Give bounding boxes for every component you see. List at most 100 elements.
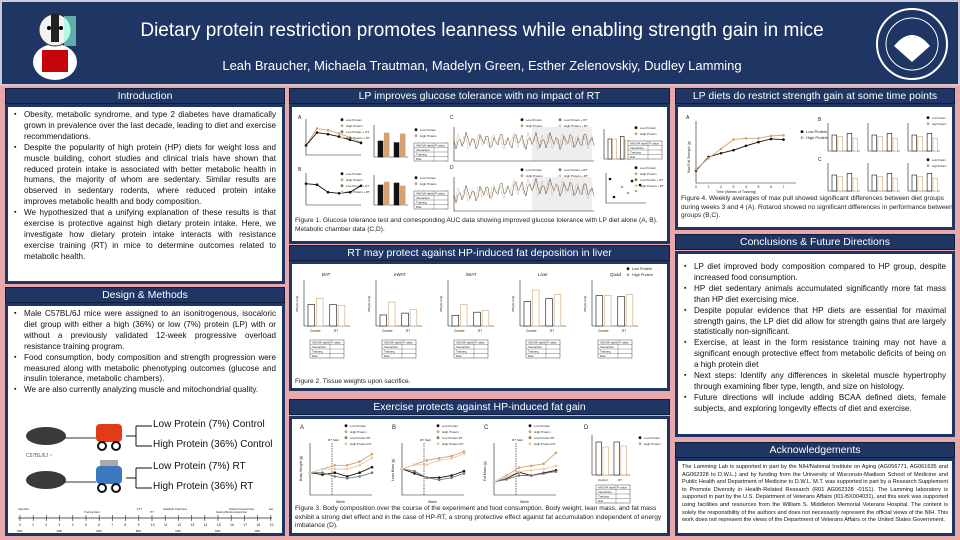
panel-label: D [450,165,454,171]
bar [473,311,481,327]
anova-head: P value [331,341,341,345]
legend-marker [436,430,440,434]
legend-marker [528,436,532,440]
anova-row-label: Interaction [456,345,470,349]
intro-bullet: Obesity, metabolic syndrome, and type 2 … [14,110,276,143]
anova-row-label: ANOVA table [416,144,434,148]
x-axis-label: Time (Weeks of Training) [716,190,756,194]
conclusion-bullet: HP diet sedentary animals accumulated si… [684,284,946,306]
legend-marker [344,430,348,434]
legend-entry: Low Protein [534,424,550,428]
legend-entry: High Protein [420,182,437,186]
dark-phase-shading [532,177,592,211]
timeline-week: 18 [256,523,260,527]
bar [877,176,883,192]
x-tick: RT [334,329,338,333]
bar [617,296,625,327]
figure2-caption: Figure 2. Tissue weights upon sacrifice. [295,378,411,385]
data-point [308,471,312,475]
bar [877,136,883,152]
x-tick: 0 [695,185,697,189]
data-point [326,132,330,136]
bar [337,304,346,327]
introduction-heading: Introduction [5,88,285,104]
bar [620,445,627,476]
rt-start-label: RT Start [512,438,523,442]
bar [401,312,409,327]
legend-marker [634,172,638,176]
anova-row-label: ANOVA table [528,341,546,345]
legend-entry: Low Protein [640,126,656,130]
author-list: Leah Braucher, Michaela Trautman, Madely… [222,58,742,73]
bar [911,174,917,192]
legend-entry: Low Protein [644,436,660,440]
bar [523,301,531,327]
legend-marker [638,436,642,440]
legend-entry: Low Protein [346,118,362,122]
anova-row-label: ANOVA table [456,341,474,345]
bar [926,173,933,192]
data-point [345,476,349,480]
series-line [401,453,465,470]
data-point [542,462,545,466]
anova-row-label: Interaction [528,345,542,349]
axis [309,443,372,496]
group-label: High Protein (36%) RT [153,481,254,492]
series-line [305,183,362,194]
figure4-plots: A 0 1 2 3 4 5 6 7 Time (Weeks of Training) Max Pul… [686,115,947,194]
anova-row-label: Training [600,350,611,354]
scatter-point [612,195,616,199]
legend-marker [626,267,630,271]
data-point [359,184,363,188]
bar [388,301,396,327]
x-tick: 2 [720,185,722,189]
bar [886,173,893,192]
chamber-trace [453,131,595,151]
anova-row-label: Training [528,350,539,354]
methods-bullet: Food consumption, body composition and s… [14,353,276,386]
data-point [744,137,748,140]
group-label: Low Protein (7%) RT [153,461,246,472]
legend-marker [800,130,804,134]
data-point [450,474,453,477]
bar [871,134,877,152]
series-line [493,471,557,483]
legend-entry: High Protein [526,174,543,178]
timeline-event: Rotarod Inverted Grip [229,507,254,511]
mri-marker: MRI [175,529,181,533]
legend-entry: Low Protein [526,168,542,172]
bar [481,310,490,327]
data-point [337,132,341,135]
legend-entry: High Protein [932,164,947,168]
tissue-title: Quad [610,272,622,277]
legend-marker [340,178,344,182]
data-point [732,138,735,141]
data-point [462,452,466,456]
data-point [315,183,319,187]
fig1-heading: LP improves glucose tolerance with no im… [289,88,670,104]
cart-red-icon [96,424,122,442]
timeline-week: 13 [190,523,194,527]
x-tick: Control [454,329,465,333]
strength-series [695,134,784,170]
anova-row-label: Interaction [600,345,614,349]
legend-marker [520,124,524,128]
legend-marker [436,424,440,428]
bar [316,298,324,327]
conclusion-bullet: Exercise, at least in the form resistanc… [684,338,946,371]
y-axis-label: Weight (mg) [439,296,443,312]
y-axis-label: Weight (mg) [367,296,371,312]
y-axis-label: Fat Mass (g) [483,461,487,481]
cart-weighted-icon [96,466,122,484]
data-point [505,475,508,479]
figure1-plots: A Low Protein High Protein Low Protein + RT… [298,115,664,212]
anova-head: P value [435,144,445,148]
bar [852,177,858,192]
legend-entry: Low Protein [442,424,458,428]
x-axis-label: Week [336,500,345,504]
bar [604,295,612,327]
series-line [309,457,373,474]
methods-section: Male C57BL/6J mice were assigned to an i… [5,303,285,536]
badger-mascot-logo [33,13,77,80]
